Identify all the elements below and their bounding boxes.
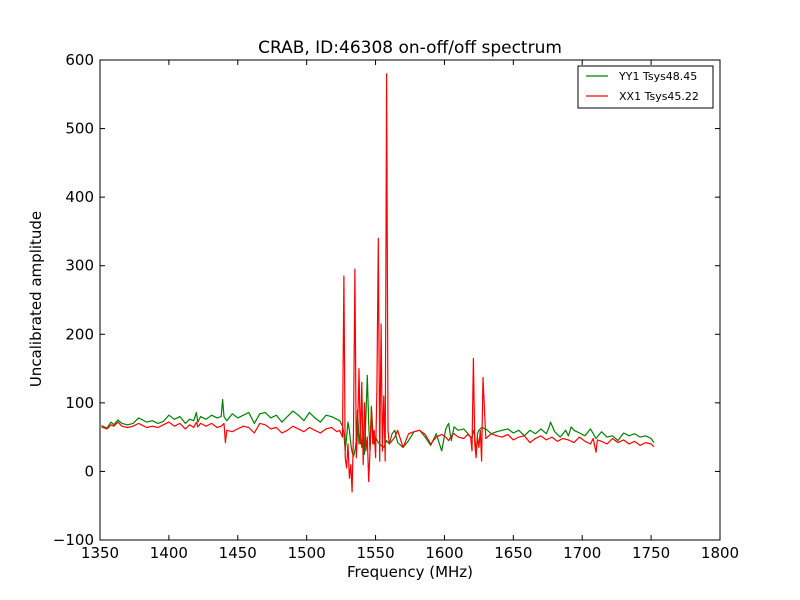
y-tick-label: 300 <box>65 257 94 275</box>
y-tick-label: −100 <box>53 531 94 549</box>
x-tick-label: 1750 <box>632 544 670 562</box>
y-tick-label: 400 <box>65 188 94 206</box>
x-tick-label: 1600 <box>425 544 463 562</box>
y-tick-label: 600 <box>65 51 94 69</box>
x-axis-label: Frequency (MHz) <box>347 563 473 581</box>
axis-ticks: 1350 1400 1450 1500 1550 1600 1650 1700 1750 1800… <box>53 51 739 562</box>
y-tick-label: 100 <box>65 394 94 412</box>
series-line-yy1 <box>101 374 655 457</box>
plot-lines <box>101 73 655 493</box>
y-axis-label: Uncalibrated amplitude <box>27 211 45 387</box>
legend: YY1 Tsys48.45 XX1 Tsys45.22 <box>577 65 714 109</box>
legend-box <box>577 65 714 109</box>
x-tick-label: 1800 <box>701 544 739 562</box>
y-tick-label: 0 <box>84 462 94 480</box>
x-tick-label: 1700 <box>563 544 601 562</box>
legend-label-xx1: XX1 Tsys45.22 <box>619 90 699 103</box>
y-tick-label: 200 <box>65 325 94 343</box>
x-tick-label: 1450 <box>219 544 257 562</box>
y-tick-label: 500 <box>65 120 94 138</box>
chart-title: CRAB, ID:46308 on-off/off spectrum <box>258 38 562 58</box>
x-tick-label: 1500 <box>288 544 326 562</box>
plot-frame <box>99 59 721 541</box>
x-tick-label: 1650 <box>494 544 532 562</box>
x-tick-label: 1350 <box>81 544 119 562</box>
series-line-xx1 <box>101 73 655 493</box>
x-tick-label: 1550 <box>356 544 394 562</box>
x-tick-label: 1400 <box>150 544 188 562</box>
legend-label-yy1: YY1 Tsys48.45 <box>618 70 697 83</box>
